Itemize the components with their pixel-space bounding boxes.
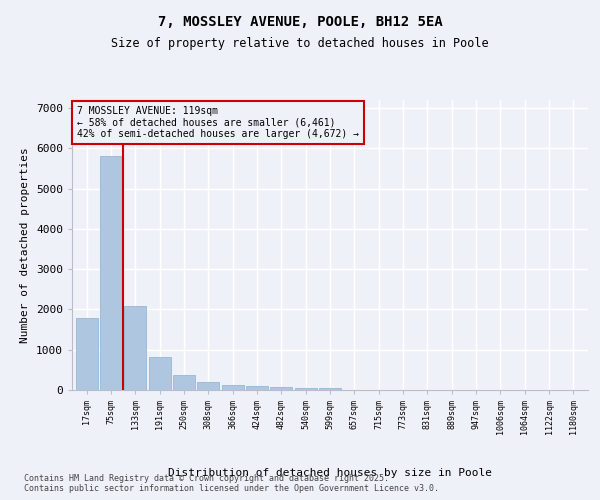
Text: Size of property relative to detached houses in Poole: Size of property relative to detached ho… <box>111 38 489 51</box>
Bar <box>246 386 268 390</box>
Y-axis label: Number of detached properties: Number of detached properties <box>20 147 31 343</box>
Text: Contains public sector information licensed under the Open Government Licence v3: Contains public sector information licen… <box>24 484 439 493</box>
Bar <box>197 382 219 390</box>
Bar <box>173 375 195 390</box>
Bar <box>295 388 317 390</box>
Bar <box>221 385 244 390</box>
Bar <box>319 388 341 390</box>
Text: Contains HM Land Registry data © Crown copyright and database right 2025.: Contains HM Land Registry data © Crown c… <box>24 474 389 483</box>
Bar <box>149 357 170 390</box>
Bar <box>100 156 122 390</box>
Text: Distribution of detached houses by size in Poole: Distribution of detached houses by size … <box>168 468 492 477</box>
Text: 7, MOSSLEY AVENUE, POOLE, BH12 5EA: 7, MOSSLEY AVENUE, POOLE, BH12 5EA <box>158 15 442 29</box>
Bar <box>124 306 146 390</box>
Bar <box>271 387 292 390</box>
Bar <box>76 318 98 390</box>
Text: 7 MOSSLEY AVENUE: 119sqm
← 58% of detached houses are smaller (6,461)
42% of sem: 7 MOSSLEY AVENUE: 119sqm ← 58% of detach… <box>77 106 359 139</box>
